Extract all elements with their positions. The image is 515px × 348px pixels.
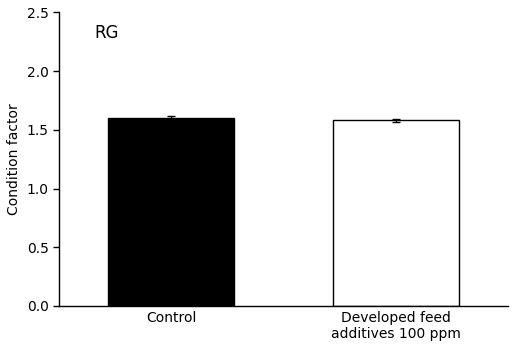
Bar	[108, 118, 234, 306]
Y-axis label: Condition factor: Condition factor	[7, 103, 21, 215]
Bar	[333, 120, 459, 306]
Text: RG: RG	[95, 24, 119, 42]
